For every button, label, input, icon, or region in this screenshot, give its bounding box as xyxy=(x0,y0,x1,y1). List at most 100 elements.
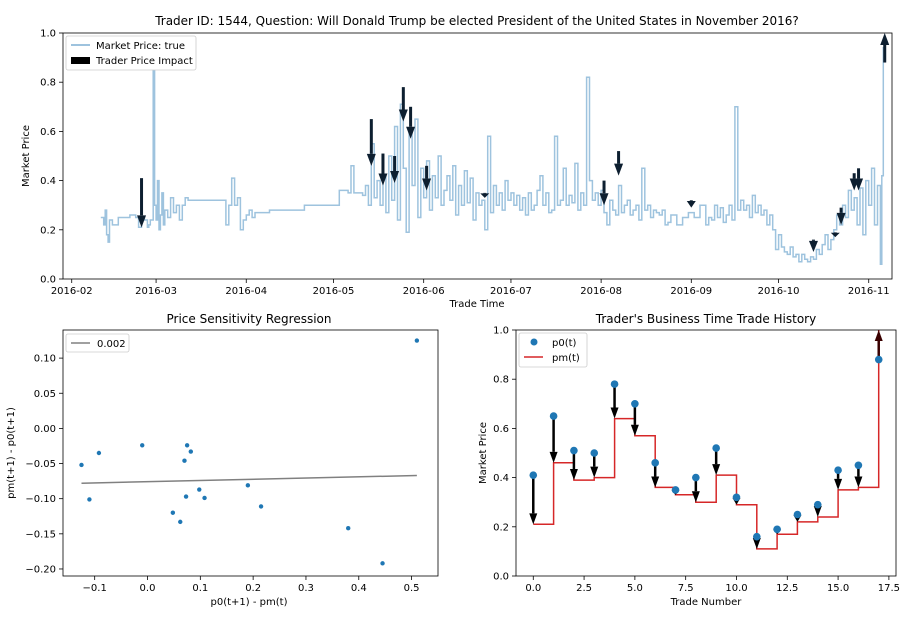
scatter-point xyxy=(96,450,102,456)
history-x-axis-label: Trade Number xyxy=(670,597,743,608)
impact-arrow xyxy=(422,165,432,191)
p0-point xyxy=(529,471,538,479)
top-legend-impact-patch xyxy=(71,57,90,64)
regression-legend: 0.002 xyxy=(65,333,130,353)
impact-arrow-head xyxy=(378,173,388,186)
scatter-point xyxy=(197,487,202,492)
history-axes-frame xyxy=(515,329,897,577)
trade-arrow-head xyxy=(874,330,883,341)
top-x-tick-label: 2016-08 xyxy=(580,286,622,297)
trade-arrow-head xyxy=(630,424,639,436)
top-y-tick-label: 0.4 xyxy=(40,176,56,187)
top-x-tick-label: 2016-05 xyxy=(313,286,355,297)
top-x-tick-label: 2016-09 xyxy=(670,286,712,297)
impact-arrow-head xyxy=(854,178,864,191)
top-legend-market-label: Market Price: true xyxy=(96,41,185,52)
top-x-tick-label: 2016-04 xyxy=(225,286,267,297)
history-x-tick-label: 5.0 xyxy=(627,583,643,594)
history-y-tick-label: 1.0 xyxy=(493,326,509,337)
regression-y-tick-label: −0.20 xyxy=(25,564,56,575)
p0-point xyxy=(712,444,720,452)
top-plot-area xyxy=(100,33,890,265)
top-x-tick-label: 2016-11 xyxy=(848,286,890,297)
scatter-point xyxy=(184,443,190,448)
regression-x-tick-label: 0.1 xyxy=(192,583,208,594)
impact-arrow-head xyxy=(614,163,624,176)
impact-arrow-head xyxy=(599,193,609,206)
impact-arrow xyxy=(686,200,696,208)
trade-arrow-head xyxy=(691,491,700,503)
scatter-point xyxy=(346,526,351,531)
impact-arrow-head xyxy=(686,201,696,208)
trade-arrow xyxy=(630,403,639,436)
scatter-point xyxy=(380,561,385,566)
top-chart-title: Trader ID: 1544, Question: Will Donald T… xyxy=(154,14,799,28)
impact-arrow xyxy=(614,151,624,176)
history-legend: p0(t) pm(t) xyxy=(518,332,588,368)
trade-arrow-head xyxy=(569,469,578,481)
market-price-line xyxy=(100,47,886,265)
p0-point xyxy=(813,500,822,509)
trade-arrow xyxy=(874,330,883,360)
trade-arrow-head xyxy=(813,505,822,517)
history-x-tick-label: 15.0 xyxy=(827,583,849,594)
history-legend-p0-marker xyxy=(530,338,538,346)
history-x-tick-label: 2.5 xyxy=(576,583,592,594)
impact-arrow xyxy=(406,106,416,139)
history-plot-area xyxy=(529,330,883,550)
top-legend: Market Price: true Trader Price Impact xyxy=(65,35,197,71)
scatter-point xyxy=(170,510,176,515)
impact-arrow-head xyxy=(390,171,400,184)
top-x-ticks: 2016-02 2016-03 2016-04 2016-05 2016-06 2016-… xyxy=(51,279,890,297)
p0-point xyxy=(549,412,558,420)
trade-arrow-head xyxy=(712,464,721,476)
regression-x-tick-label: −0.1 xyxy=(83,583,107,594)
impact-arrow xyxy=(808,239,818,252)
history-x-tick-label: 12.5 xyxy=(776,583,798,594)
history-x-tick-label: 7.5 xyxy=(678,583,694,594)
scatter-point xyxy=(87,497,92,502)
trade-arrow xyxy=(529,475,538,525)
trade-arrow-head xyxy=(834,478,843,490)
p0-point xyxy=(874,355,883,364)
p0-point xyxy=(631,400,639,408)
trade-arrow xyxy=(712,448,721,476)
history-legend-pm-label: pm(t) xyxy=(552,353,580,364)
regression-y-tick-label: 0.00 xyxy=(34,424,56,435)
regression-legend-box xyxy=(65,333,130,353)
impact-arrow-head xyxy=(422,178,432,191)
top-legend-box xyxy=(65,35,197,71)
pm-step-line xyxy=(533,330,880,550)
regression-axes-frame xyxy=(62,329,439,577)
top-y-tick-label: 0.6 xyxy=(40,127,56,138)
history-y-tick-label: 0.0 xyxy=(493,572,509,583)
regression-x-ticks: −0.1 0.0 0.1 0.2 0.3 0.4 0.5 xyxy=(83,576,420,594)
regression-y-axis-label: pm(t+1) - p0(t+1) xyxy=(6,407,17,499)
top-legend-impact-label: Trader Price Impact xyxy=(95,56,193,67)
history-y-ticks: 0.0 0.2 0.4 0.6 0.8 1.0 xyxy=(493,326,516,583)
regression-chart: Price Sensitivity Regression −0.1 0.0 0.1 0… xyxy=(6,312,439,608)
impact-arrow xyxy=(880,33,890,63)
impact-arrow xyxy=(378,153,388,186)
top-y-tick-label: 1.0 xyxy=(40,29,56,40)
regression-fit-line xyxy=(81,474,417,484)
history-x-tick-label: 10.0 xyxy=(725,583,747,594)
regression-x-tick-label: 0.5 xyxy=(404,583,420,594)
top-y-tick-label: 0.2 xyxy=(40,225,56,236)
scatter-point xyxy=(79,462,84,468)
scatter-point xyxy=(258,504,264,509)
regression-title: Price Sensitivity Regression xyxy=(166,312,331,326)
regression-x-tick-label: 0.4 xyxy=(351,583,367,594)
impact-arrow xyxy=(599,180,609,206)
impact-arrow-head xyxy=(808,240,818,252)
top-x-tick-label: 2016-03 xyxy=(135,286,177,297)
regression-x-tick-label: 0.3 xyxy=(298,583,314,594)
top-y-tick-label: 0.8 xyxy=(40,78,56,89)
p0-point xyxy=(834,466,842,475)
scatter-point xyxy=(188,449,194,454)
top-y-axis-label: Market Price xyxy=(21,125,32,187)
p0-point xyxy=(570,446,578,455)
impact-arrow xyxy=(398,87,408,122)
regression-plot-area xyxy=(79,338,420,566)
